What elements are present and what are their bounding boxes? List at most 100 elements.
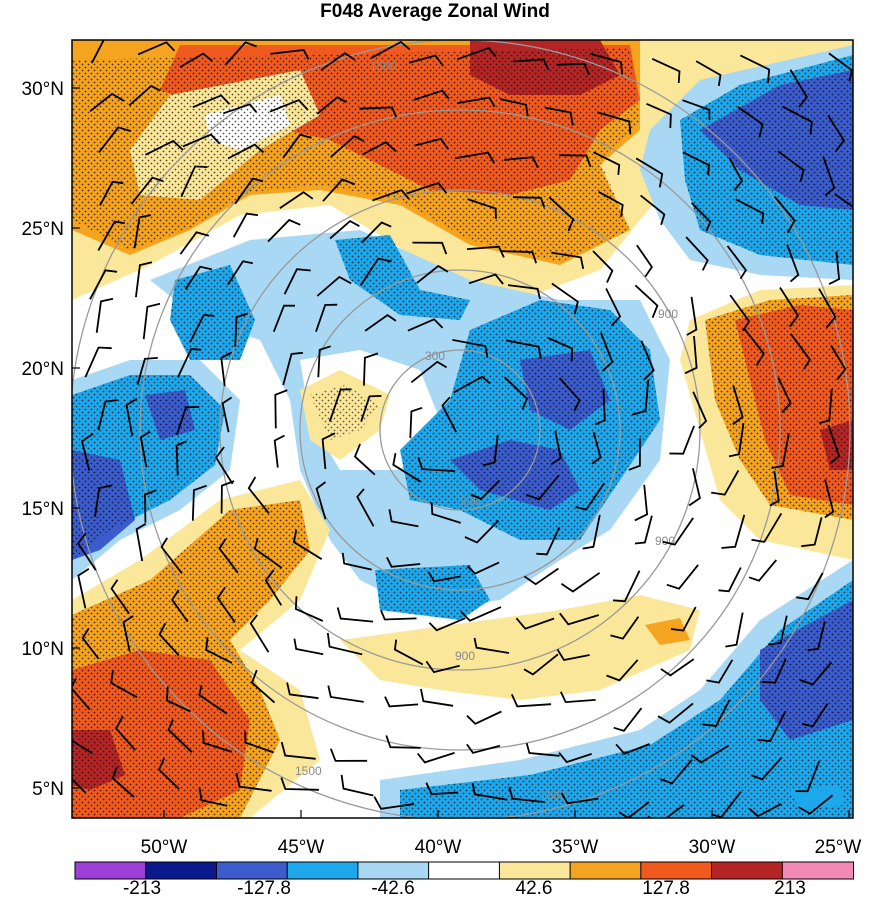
- colorbar-labels: -213 -127.8 -42.6 42.6 127.8 213: [123, 878, 806, 899]
- wind-barb: [330, 135, 365, 158]
- wind-barb: [72, 678, 91, 711]
- ring-label-1500-s: 1500: [295, 764, 322, 778]
- wind-barb: [551, 282, 579, 315]
- central-stipple: [400, 300, 660, 540]
- wind-barb: [234, 177, 264, 205]
- wind-barb: [666, 564, 699, 590]
- wind-barb: [523, 567, 559, 586]
- wind-barb: [749, 803, 782, 818]
- wind-barb: [682, 151, 710, 176]
- wind-barb: [77, 532, 97, 571]
- wind-barb: [177, 348, 202, 378]
- wind-barb: [690, 744, 730, 764]
- wind-barb: [560, 792, 599, 805]
- wind-barb: [414, 137, 449, 150]
- wind-barb: [340, 774, 374, 797]
- wind-barb: [292, 529, 323, 560]
- wind-barb: [393, 639, 424, 666]
- wind-barb: [84, 346, 112, 378]
- wind-barb: [702, 699, 731, 727]
- wind-barb: [269, 99, 309, 113]
- wind-barb: [640, 340, 655, 381]
- wind-barb: [135, 523, 147, 562]
- wind-barb: [182, 133, 221, 148]
- wind-barb: [686, 296, 698, 336]
- wind-barb: [558, 752, 592, 764]
- colorbar-label-2: -127.8: [237, 878, 291, 899]
- north-stipple: [72, 48, 640, 262]
- wind-barb: [81, 628, 100, 660]
- wind-barb: [593, 151, 621, 175]
- wind-barb: [425, 660, 460, 674]
- wind-barb: [453, 375, 491, 394]
- wind-barb: [457, 96, 496, 108]
- colorbar-swatch: [498, 861, 572, 880]
- wind-barb: [280, 777, 319, 791]
- wind-barb: [761, 658, 787, 684]
- latitude-axis: 30°N 25°N 20°N 15°N 10°N 5°N: [22, 79, 80, 800]
- wind-barb: [473, 637, 510, 654]
- wind-barb: [796, 572, 824, 601]
- wind-barb: [133, 214, 151, 249]
- wind-barb: [234, 312, 248, 347]
- wind-barb: [503, 376, 529, 410]
- wind-barb: [280, 741, 316, 760]
- wind-barb: [789, 69, 808, 108]
- southeast-stipple: [400, 580, 853, 818]
- wind-barb: [726, 245, 747, 280]
- colorbar-swatch: [216, 861, 289, 880]
- wind-barb: [247, 476, 270, 514]
- wind-barb: [501, 250, 538, 264]
- wind-barb: [670, 606, 697, 632]
- wind-barb: [294, 596, 324, 622]
- wind-barb: [807, 621, 826, 652]
- wind-barb: [786, 244, 800, 283]
- wind-barb: [544, 106, 574, 126]
- wind-barb: [270, 49, 310, 60]
- colorbar-swatch: [781, 861, 854, 880]
- colorbar-swatch: [569, 861, 642, 880]
- wind-barb: [363, 352, 379, 386]
- plot-frame: [71, 39, 854, 819]
- wind-barb: [408, 54, 444, 67]
- wind-barb: [743, 328, 765, 366]
- wind-barb: [610, 616, 640, 640]
- wind-barb: [373, 796, 415, 810]
- wind-barb: [547, 336, 574, 362]
- wind-barb: [380, 609, 417, 621]
- wind-barb: [470, 479, 501, 501]
- wind-barb: [428, 617, 466, 632]
- wind-barb: [688, 468, 701, 507]
- wind-barb: [615, 743, 650, 755]
- wind-barb: [315, 303, 338, 332]
- wind-barb: [171, 589, 189, 623]
- wind-barb: [592, 250, 614, 283]
- wind-barb: [822, 156, 836, 197]
- wind-barb: [326, 632, 363, 656]
- wind-barb: [551, 251, 585, 269]
- lon-label-30w: 30°W: [689, 837, 736, 858]
- wind-barb: [466, 710, 502, 725]
- wind-barb: [455, 151, 496, 164]
- wind-barb: [512, 58, 550, 71]
- wind-barb: [420, 688, 454, 707]
- wind-barb: [110, 669, 138, 699]
- wind-barb: [179, 52, 213, 68]
- wind-barb: [175, 440, 187, 476]
- colorbar-swatch: [357, 861, 430, 880]
- wind-barb: [191, 484, 207, 521]
- wind-barb: [77, 567, 90, 609]
- lat-label-10n: 10°N: [22, 639, 64, 660]
- wind-barb: [748, 559, 777, 582]
- wind-barb: [711, 791, 742, 818]
- wind-barb: [384, 696, 419, 708]
- lat-label-30n: 30°N: [22, 79, 64, 100]
- wind-barb: [441, 396, 457, 433]
- wind-barb: [771, 433, 790, 469]
- wind-field: [72, 40, 853, 818]
- wind-barb: [388, 509, 419, 528]
- wind-barb: [253, 537, 283, 569]
- wind-barb: [430, 502, 461, 524]
- wind-barb: [218, 538, 239, 574]
- west-blue-blob-stipple: [170, 265, 255, 360]
